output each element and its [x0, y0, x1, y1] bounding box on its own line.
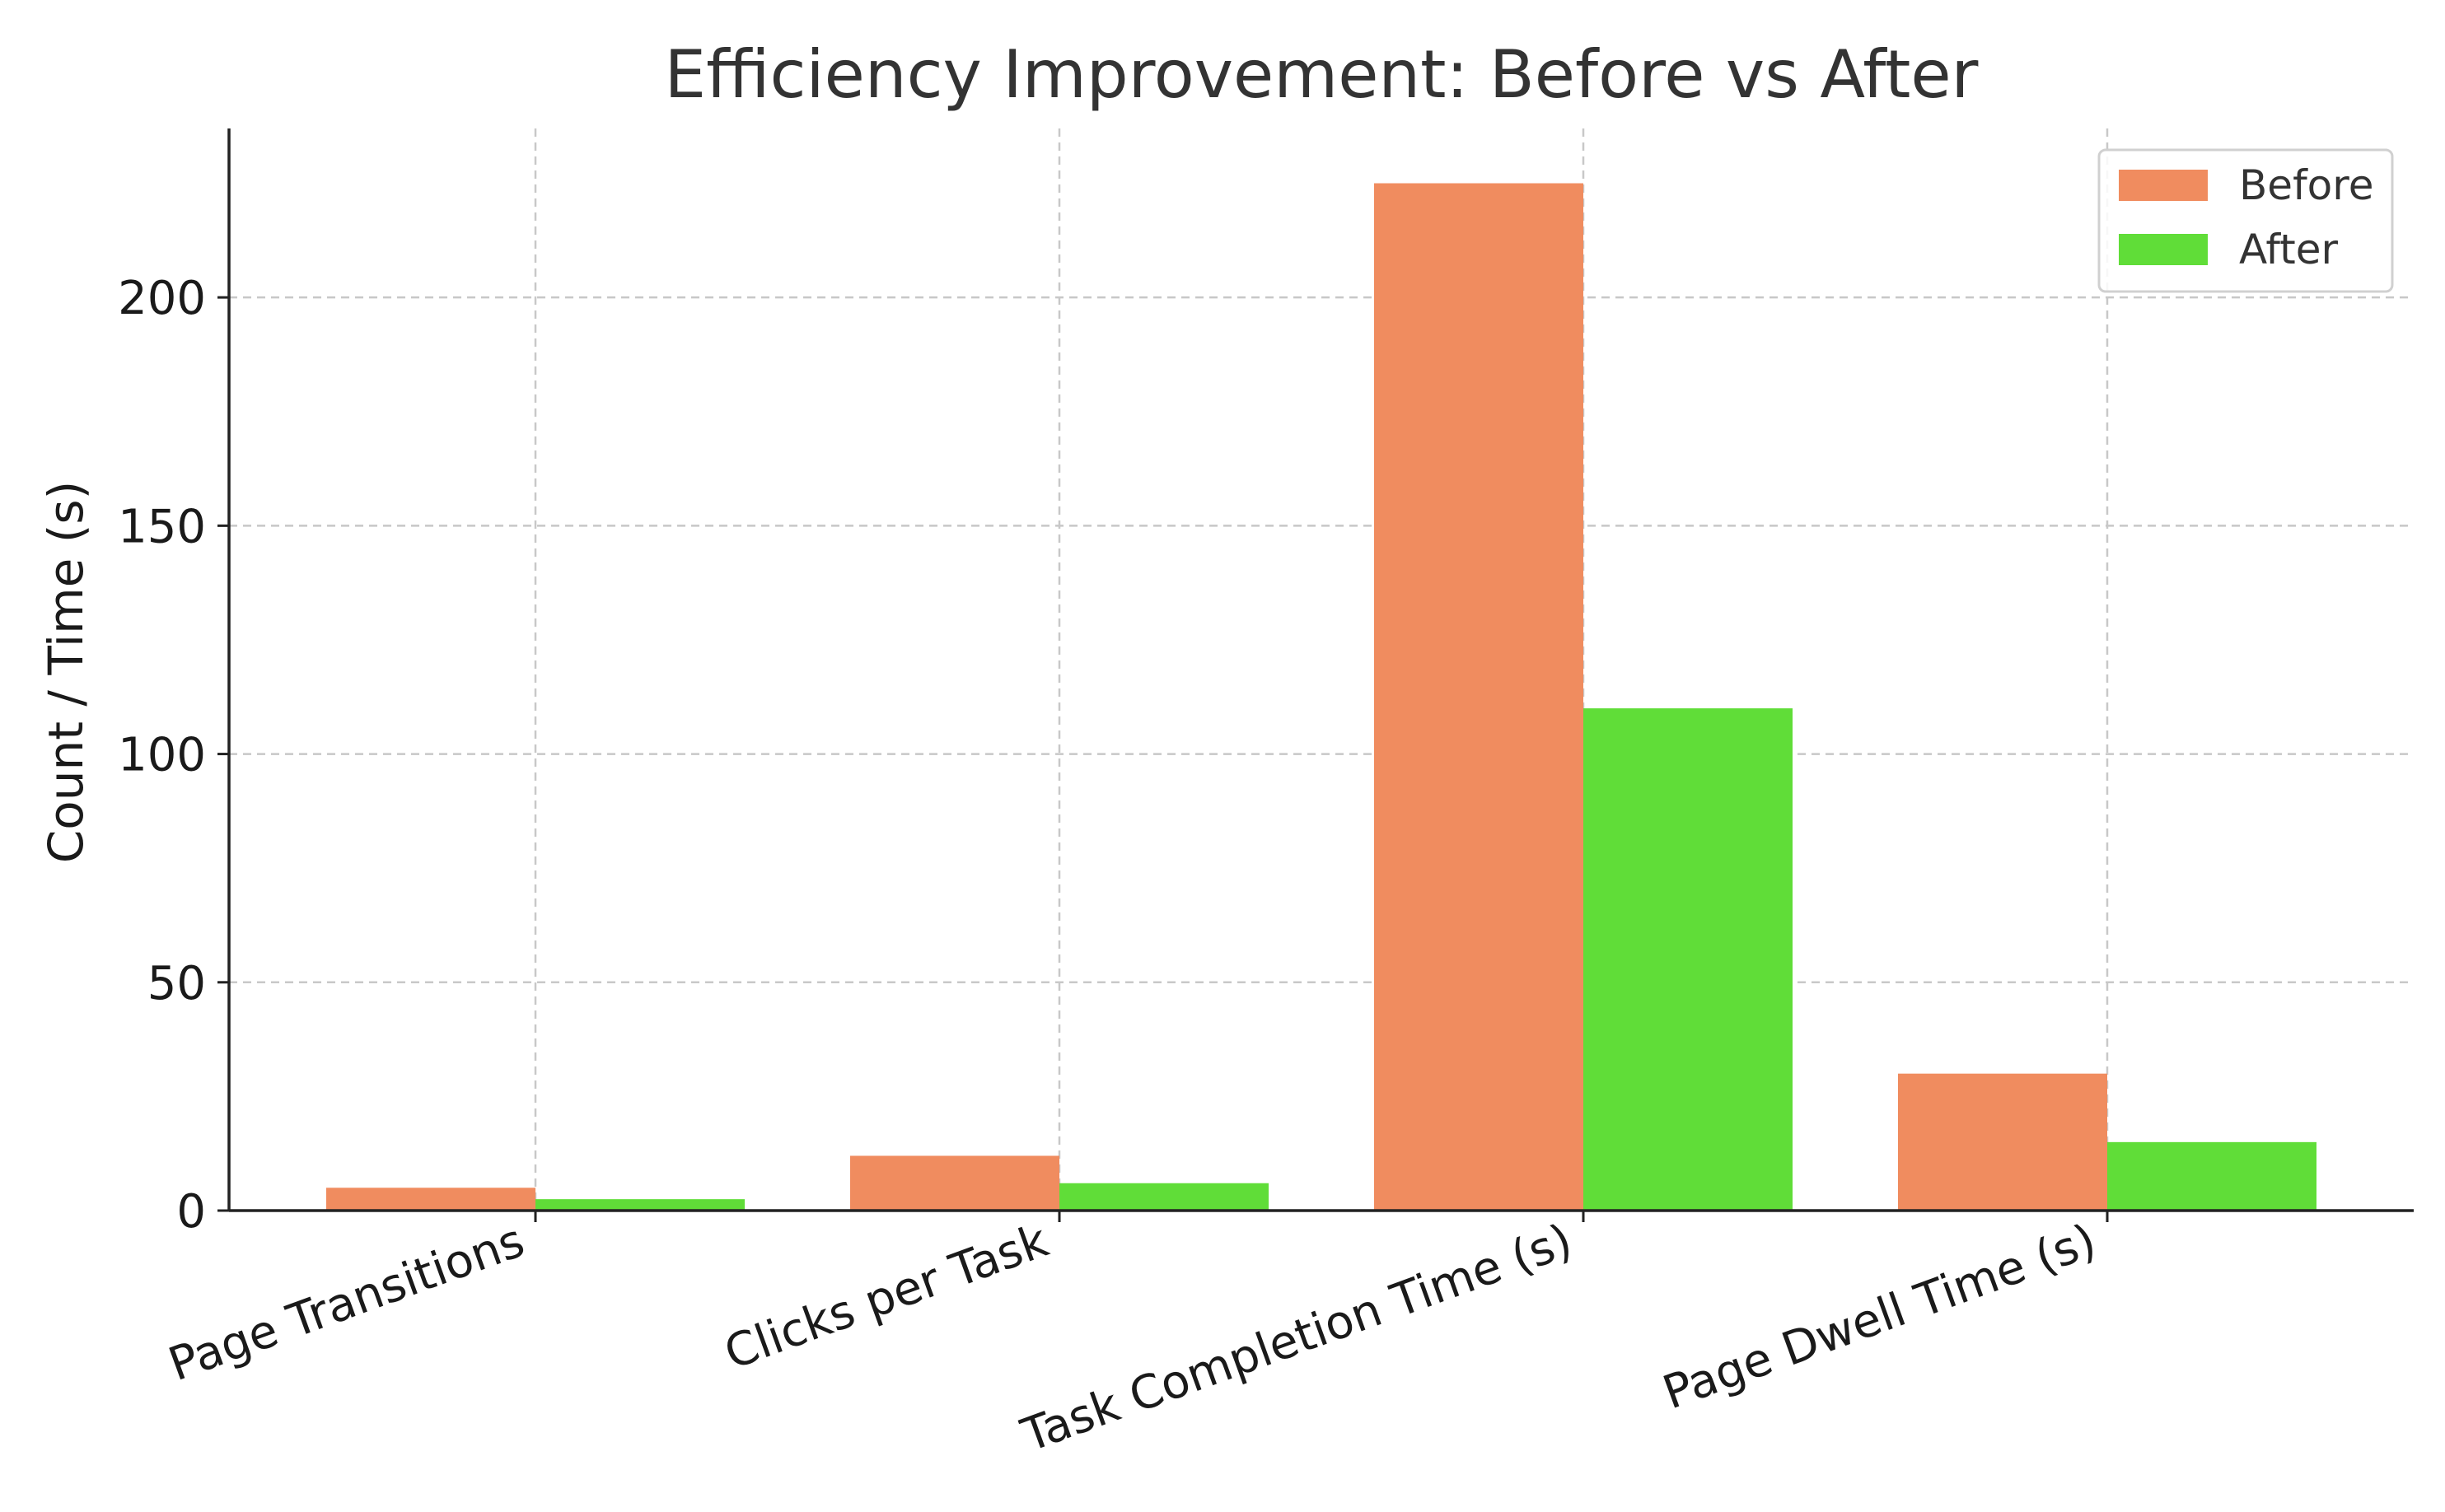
bars	[326, 183, 2316, 1211]
bar-after-1	[535, 1199, 745, 1211]
y-axis-label: Count / Time (s)	[38, 481, 94, 864]
x-tick-label: Page Dwell Time (s)	[1657, 1214, 2103, 1420]
bar-after-3	[1583, 708, 1793, 1211]
legend-label-before: Before	[2239, 161, 2373, 209]
y-tick-label: 200	[118, 272, 206, 325]
tick-labels: 0 50 100 150 200 Page Transitions Clicks per T…	[118, 272, 2103, 1463]
bar-after-4	[2107, 1141, 2316, 1211]
bar-before-4	[1898, 1073, 2107, 1211]
bar-before-2	[850, 1155, 1059, 1211]
x-tick-label: Clicks per Task	[718, 1214, 1055, 1380]
legend-swatch-after	[2119, 234, 2208, 265]
bar-after-2	[1059, 1183, 1269, 1211]
x-tick-label: Task Completion Time (s)	[1014, 1214, 1579, 1463]
bar-before-1	[326, 1188, 535, 1211]
axes	[217, 128, 2414, 1222]
legend-swatch-before	[2119, 170, 2208, 201]
y-tick-label: 150	[118, 500, 206, 553]
bar-before-3	[1374, 183, 1583, 1211]
grid-lines	[229, 128, 2414, 1211]
legend-label-after: After	[2239, 226, 2339, 273]
y-tick-label: 50	[147, 957, 206, 1010]
legend: Before After	[2097, 148, 2394, 293]
chart-title: Efficiency Improvement: Before vs After	[665, 36, 1979, 113]
y-tick-label: 0	[176, 1185, 206, 1239]
x-tick-label: Page Transitions	[162, 1214, 531, 1392]
y-tick-label: 100	[118, 729, 206, 782]
